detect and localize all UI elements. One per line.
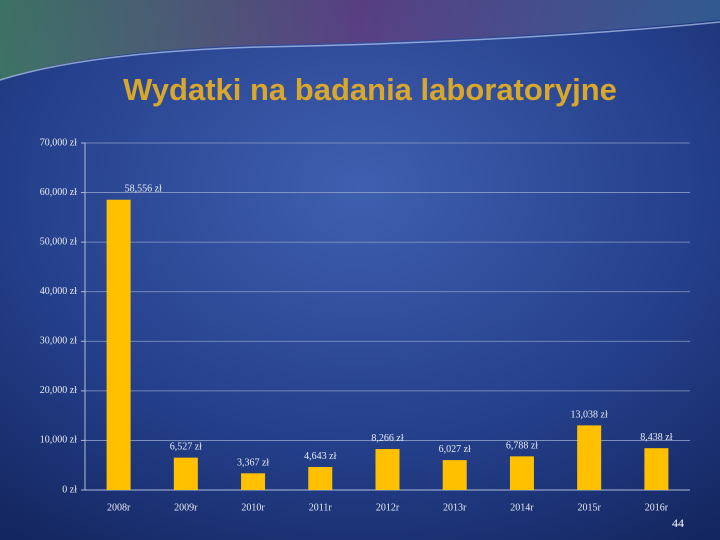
x-tick-label: 2010r	[241, 502, 265, 513]
bar	[644, 448, 669, 490]
y-tick-label: 0 zł	[62, 484, 77, 495]
y-tick-label: 70,000 zł	[40, 137, 77, 148]
x-tick-label: 2009r	[174, 502, 198, 513]
x-tick-label: 2012r	[376, 502, 400, 513]
x-tick-label: 2008r	[107, 502, 131, 513]
bar	[509, 456, 534, 490]
x-tick-label: 2016r	[645, 502, 669, 513]
value-label: 58,556 zł	[125, 184, 162, 195]
y-tick-label: 20,000 zł	[40, 385, 77, 396]
bar	[241, 473, 266, 490]
x-tick-label: 2015r	[577, 502, 601, 513]
chart-title: Wydatki na badania laboratoryjne	[123, 72, 617, 107]
x-tick-label: 2013r	[443, 502, 467, 513]
value-label: 13,038 zł	[571, 409, 608, 420]
bar	[442, 460, 467, 490]
decoration	[0, 0, 720, 80]
bar	[106, 199, 131, 490]
decoration	[0, 21, 720, 81]
value-label: 6,788 zł	[506, 440, 538, 451]
bar	[308, 466, 333, 490]
bar	[173, 457, 198, 490]
value-label: 8,438 zł	[640, 432, 672, 443]
value-label: 8,266 zł	[371, 433, 403, 444]
x-tick-label: 2011r	[309, 502, 333, 513]
value-label: 6,027 zł	[439, 444, 471, 455]
y-tick-label: 40,000 zł	[40, 286, 77, 297]
bar	[577, 425, 602, 490]
value-label: 4,643 zł	[304, 451, 336, 462]
plot: 0 zł 10,000 zł 20,000 zł 30,000 zł 40,000 zł…	[40, 137, 690, 513]
x-tick-label: 2014r	[510, 502, 534, 513]
y-tick-label: 10,000 zł	[40, 435, 77, 446]
page-number: 44	[672, 516, 684, 530]
y-tick-label: 30,000 zł	[40, 336, 77, 347]
y-tick-label: 50,000 zł	[40, 236, 77, 247]
value-label: 6,527 zł	[170, 442, 202, 453]
value-label: 3,367 zł	[237, 457, 269, 468]
bar	[375, 449, 400, 490]
y-tick-label: 60,000 zł	[40, 187, 77, 198]
